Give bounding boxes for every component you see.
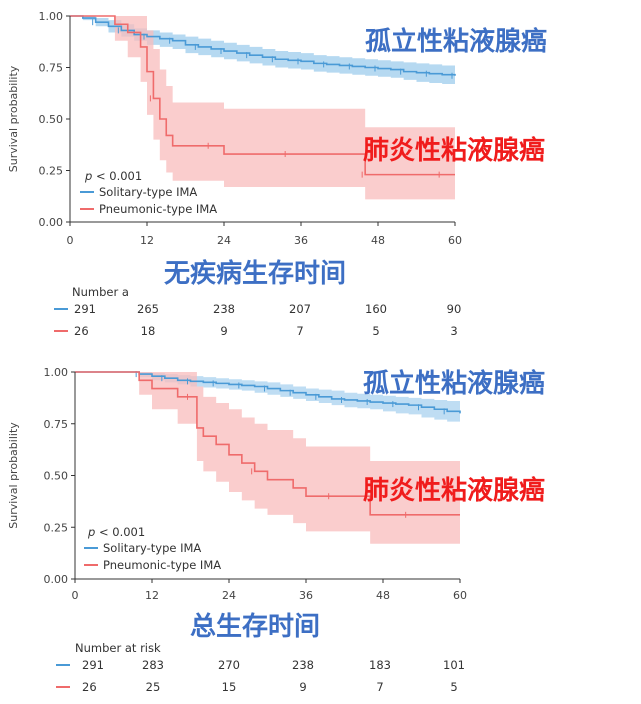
risk-count-1-0-0: 291 [82, 658, 104, 672]
annotation-solitary-0: 孤立性粘液腺癌 [365, 26, 547, 57]
risk-count-0-1-1: 18 [141, 324, 156, 338]
survival-line-1-1 [75, 371, 460, 516]
risk-count-0-0-1: 265 [137, 302, 159, 316]
x-tick-label-0-5: 60 [448, 234, 462, 247]
y-tick-label-1-1: 0.25 [44, 521, 69, 534]
risk-count-1-0-3: 238 [292, 658, 314, 672]
x-tick-label-1-1: 12 [145, 589, 159, 602]
annotation-pneumonic-0: 肺炎性粘液腺癌 [363, 135, 545, 166]
risk-count-0-1-3: 7 [296, 324, 303, 338]
x-tick-label-0-4: 48 [371, 234, 385, 247]
y-tick-label-1-3: 0.75 [44, 418, 69, 431]
risk-count-1-0-5: 101 [443, 658, 465, 672]
band-0-0 [70, 16, 455, 87]
y-tick-label-1-2: 0.50 [44, 470, 69, 483]
risk-count-1-1-3: 9 [299, 680, 306, 694]
y-tick-label-1-4: 1.00 [44, 366, 69, 379]
risk-count-0-0-3: 207 [289, 302, 311, 316]
risk-count-0-1-0: 26 [74, 324, 89, 338]
x-tick-label-0-1: 12 [140, 234, 154, 247]
caption-1: 总生存时间 [190, 612, 320, 642]
risk-count-1-0-1: 283 [142, 658, 164, 672]
risk-count-0-0-5: 90 [447, 302, 462, 316]
risk-count-1-1-4: 7 [376, 680, 383, 694]
risk-count-1-1-5: 5 [450, 680, 457, 694]
survival-line-0-1 [70, 15, 455, 176]
risk-count-0-1-4: 5 [372, 324, 379, 338]
risk-count-1-1-0: 26 [82, 680, 97, 694]
risk-title-0: Number a [72, 285, 129, 299]
x-tick-label-1-5: 60 [453, 589, 467, 602]
x-tick-label-0-2: 24 [217, 234, 231, 247]
y-tick-label-1-0: 0.00 [44, 573, 69, 586]
p-value-1: p < 0.001 [87, 525, 145, 539]
x-tick-label-0-3: 36 [294, 234, 308, 247]
y-axis-label-0: Survival probability [7, 65, 20, 172]
survival-line-1-0 [75, 371, 461, 414]
band-1-1 [75, 372, 460, 544]
band-1-0 [75, 372, 460, 424]
annotation-pneumonic-1: 肺炎性粘液腺癌 [363, 475, 545, 506]
x-tick-label-1-2: 24 [222, 589, 236, 602]
y-axis-label-1: Survival probability [7, 422, 20, 529]
x-tick-label-1-0: 0 [72, 589, 79, 602]
legend-label-1-1: Pneumonic-type IMA [103, 558, 221, 572]
risk-count-0-0-0: 291 [74, 302, 96, 316]
annotation-solitary-1: 孤立性粘液腺癌 [363, 368, 545, 399]
risk-count-0-1-5: 3 [450, 324, 457, 338]
y-tick-label-0-2: 0.50 [39, 113, 64, 126]
legend-label-0-1: Pneumonic-type IMA [99, 202, 217, 216]
p-value-0: p < 0.001 [84, 169, 142, 183]
risk-count-1-1-2: 15 [222, 680, 237, 694]
risk-count-0-0-2: 238 [213, 302, 235, 316]
y-tick-label-0-3: 0.75 [39, 62, 64, 75]
risk-count-0-0-4: 160 [365, 302, 387, 316]
risk-count-1-1-1: 25 [146, 680, 161, 694]
survival-line-0-0 [70, 15, 456, 76]
legend-label-0-0: Solitary-type IMA [99, 185, 197, 199]
x-tick-label-1-4: 48 [376, 589, 390, 602]
y-tick-label-0-0: 0.00 [39, 216, 64, 229]
x-tick-label-1-3: 36 [299, 589, 313, 602]
legend-label-1-0: Solitary-type IMA [103, 541, 201, 555]
risk-count-0-1-2: 9 [220, 324, 227, 338]
risk-title-1: Number at risk [75, 641, 161, 655]
y-tick-label-0-1: 0.25 [39, 165, 64, 178]
caption-0: 无疾病生存时间 [164, 258, 346, 289]
y-tick-label-0-4: 1.00 [39, 10, 64, 23]
risk-count-1-0-2: 270 [218, 658, 240, 672]
risk-count-1-0-4: 183 [369, 658, 391, 672]
x-tick-label-0-0: 0 [67, 234, 74, 247]
